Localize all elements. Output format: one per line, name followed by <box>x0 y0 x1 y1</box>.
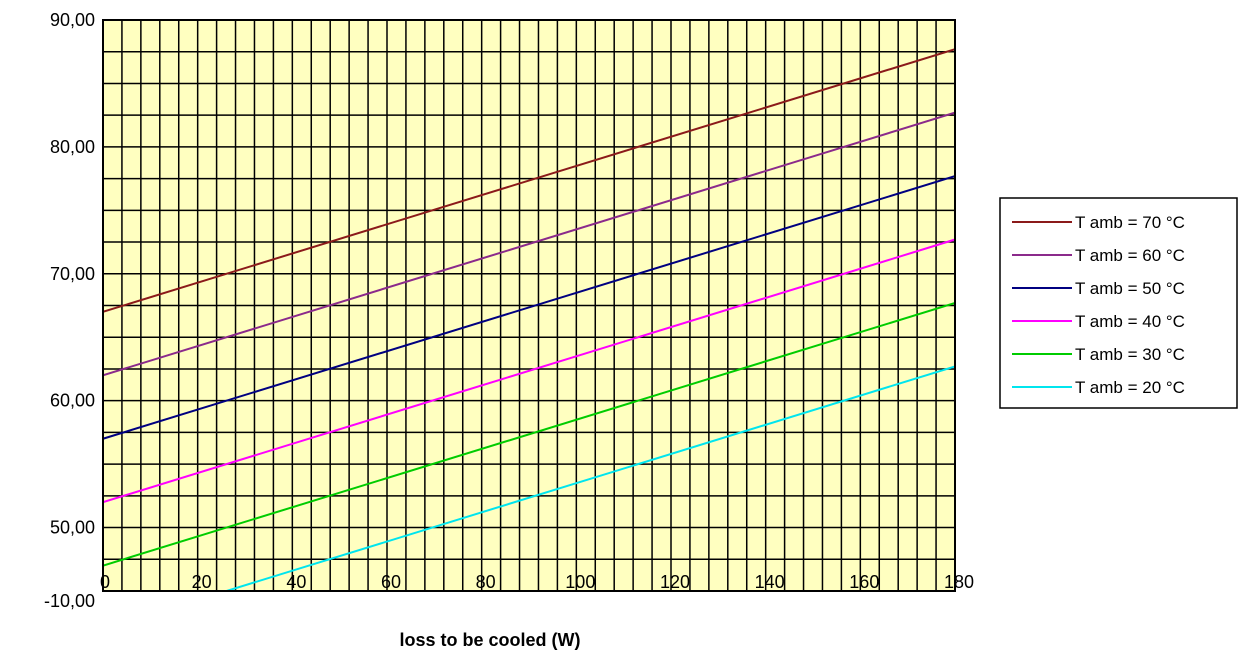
legend-label: T amb = 30 °C <box>1075 345 1185 364</box>
y-tick-label: 70,00 <box>50 264 95 284</box>
grid-horizontal-lines <box>103 50 955 561</box>
x-tick-label: 80 <box>476 572 496 592</box>
y-axis-tick-labels: -10,00 50,00 60,00 70,00 80,00 90,00 <box>44 10 95 611</box>
y-tick-label: -10,00 <box>44 591 95 611</box>
series-line-5 <box>103 302 955 567</box>
series-lines <box>103 48 955 591</box>
series-line-6 <box>223 365 955 591</box>
x-tick-label: 40 <box>286 572 306 592</box>
x-tick-label: 160 <box>849 572 879 592</box>
series-line-3 <box>103 175 955 440</box>
x-tick-label: 120 <box>660 572 690 592</box>
legend-label: T amb = 60 °C <box>1075 246 1185 265</box>
x-tick-label: 60 <box>381 572 401 592</box>
x-tick-label: 180 <box>944 572 974 592</box>
legend-item: T amb = 30 °C <box>1012 345 1185 364</box>
legend-box <box>999 197 1238 409</box>
legend-label: T amb = 70 °C <box>1075 213 1185 232</box>
series-line-1 <box>103 48 955 313</box>
x-axis-tick-labels: 0 20 40 60 80 100 120 140 160 180 <box>100 572 974 592</box>
y-tick-label: 60,00 <box>50 391 95 411</box>
x-tick-label: 20 <box>192 572 212 592</box>
y-tick-label: 90,00 <box>50 10 95 30</box>
legend-label: T amb = 40 °C <box>1075 312 1185 331</box>
legend-item: T amb = 40 °C <box>1012 312 1185 331</box>
y-tick-label: 80,00 <box>50 137 95 157</box>
legend-item: T amb = 60 °C <box>1012 246 1185 265</box>
legend-item: T amb = 20 °C <box>1012 378 1185 397</box>
series-line-4 <box>103 238 955 504</box>
series-line-2 <box>103 111 955 377</box>
legend-item: T amb = 70 °C <box>1012 213 1185 232</box>
x-tick-label: 100 <box>565 572 595 592</box>
x-axis-label: loss to be cooled (W) <box>399 630 580 650</box>
y-tick-label: 50,00 <box>50 518 95 538</box>
legend-label: T amb = 20 °C <box>1075 378 1185 397</box>
x-tick-label: 0 <box>100 572 110 592</box>
legend-item: T amb = 50 °C <box>1012 279 1185 298</box>
legend: T amb = 70 °C T amb = 60 °C T amb = 50 °C T… <box>999 197 1238 409</box>
plot-border <box>102 19 956 592</box>
x-tick-label: 140 <box>755 572 785 592</box>
legend-label: T amb = 50 °C <box>1075 279 1185 298</box>
